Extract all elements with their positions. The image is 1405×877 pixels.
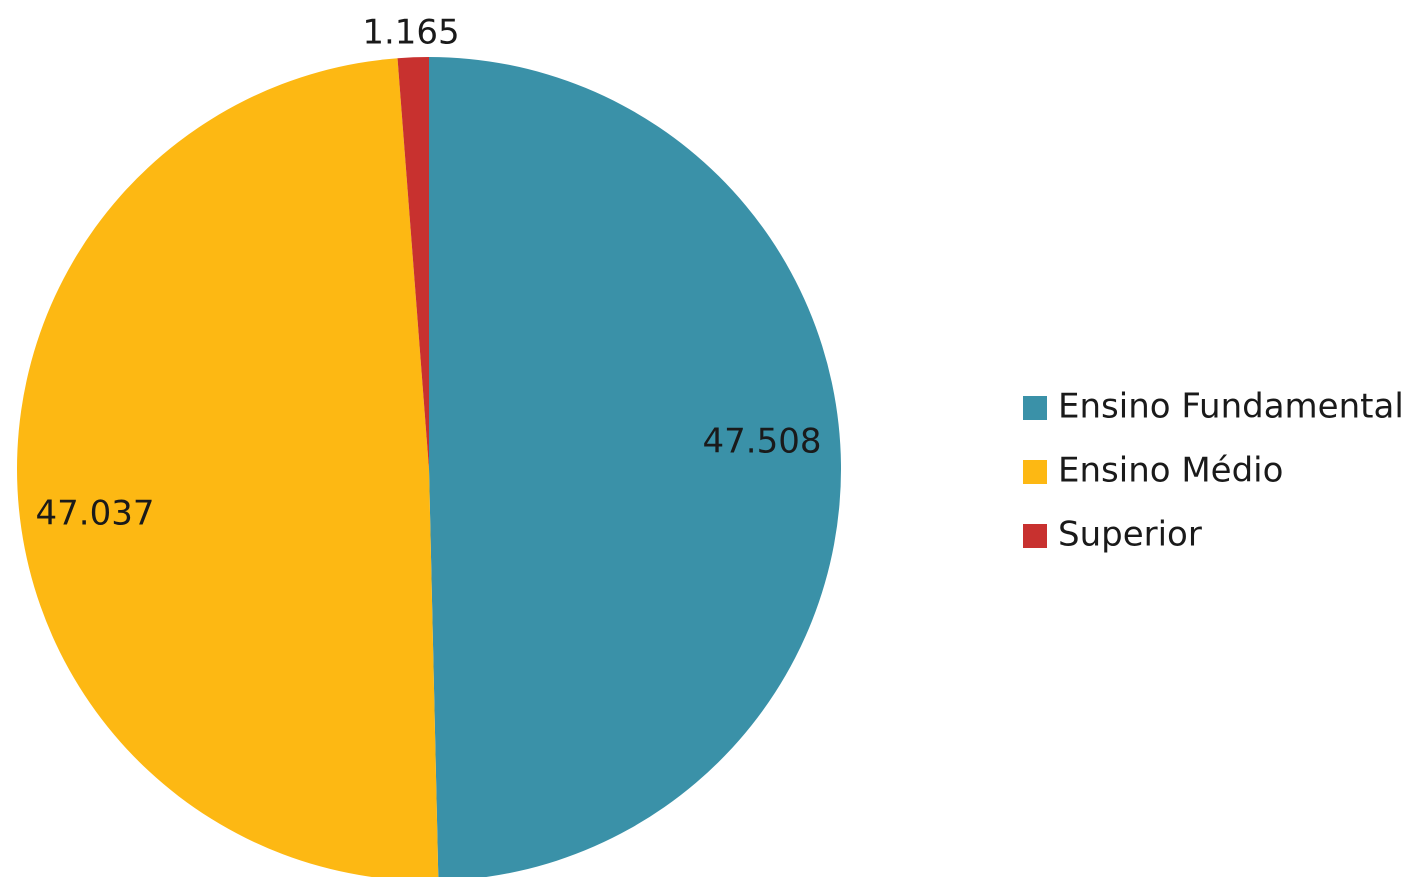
legend-item-superior: Superior xyxy=(1023,515,1202,555)
legend-label: Ensino Médio xyxy=(1058,451,1283,491)
legend-swatch xyxy=(1023,396,1047,420)
legend: Ensino Fundamental Ensino Médio Superior xyxy=(1023,387,1404,555)
legend-swatch xyxy=(1023,460,1047,484)
pie-data-labels: 47.508 47.037 1.165 xyxy=(36,13,822,534)
pie-slices xyxy=(17,57,841,877)
pie-slice-superior xyxy=(397,57,429,469)
data-label-superior: 1.165 xyxy=(362,13,459,53)
legend-swatch xyxy=(1023,524,1047,548)
pie-slice-ensino-fundamental xyxy=(429,57,841,877)
data-label-ensino-medio: 47.037 xyxy=(36,494,155,534)
pie-slice-ensino-medio xyxy=(17,58,439,877)
legend-label: Superior xyxy=(1058,515,1202,555)
legend-label: Ensino Fundamental xyxy=(1058,387,1404,427)
legend-item-ensino-medio: Ensino Médio xyxy=(1023,451,1283,491)
legend-item-ensino-fundamental: Ensino Fundamental xyxy=(1023,387,1404,427)
data-label-ensino-fundamental: 47.508 xyxy=(703,422,822,462)
